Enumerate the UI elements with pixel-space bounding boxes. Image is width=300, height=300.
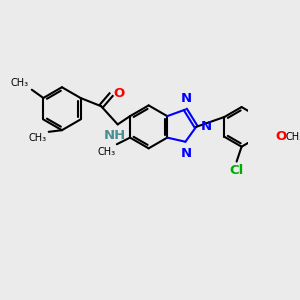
Text: Cl: Cl: [230, 164, 244, 177]
Text: CH₃: CH₃: [285, 132, 300, 142]
Text: O: O: [275, 130, 286, 143]
Text: CH₃: CH₃: [29, 134, 47, 143]
Text: N: N: [181, 147, 192, 160]
Text: NH: NH: [103, 129, 125, 142]
Text: CH₃: CH₃: [11, 78, 28, 88]
Text: O: O: [114, 86, 125, 100]
Text: N: N: [201, 120, 212, 134]
Text: CH₃: CH₃: [97, 147, 115, 157]
Text: N: N: [181, 92, 192, 105]
